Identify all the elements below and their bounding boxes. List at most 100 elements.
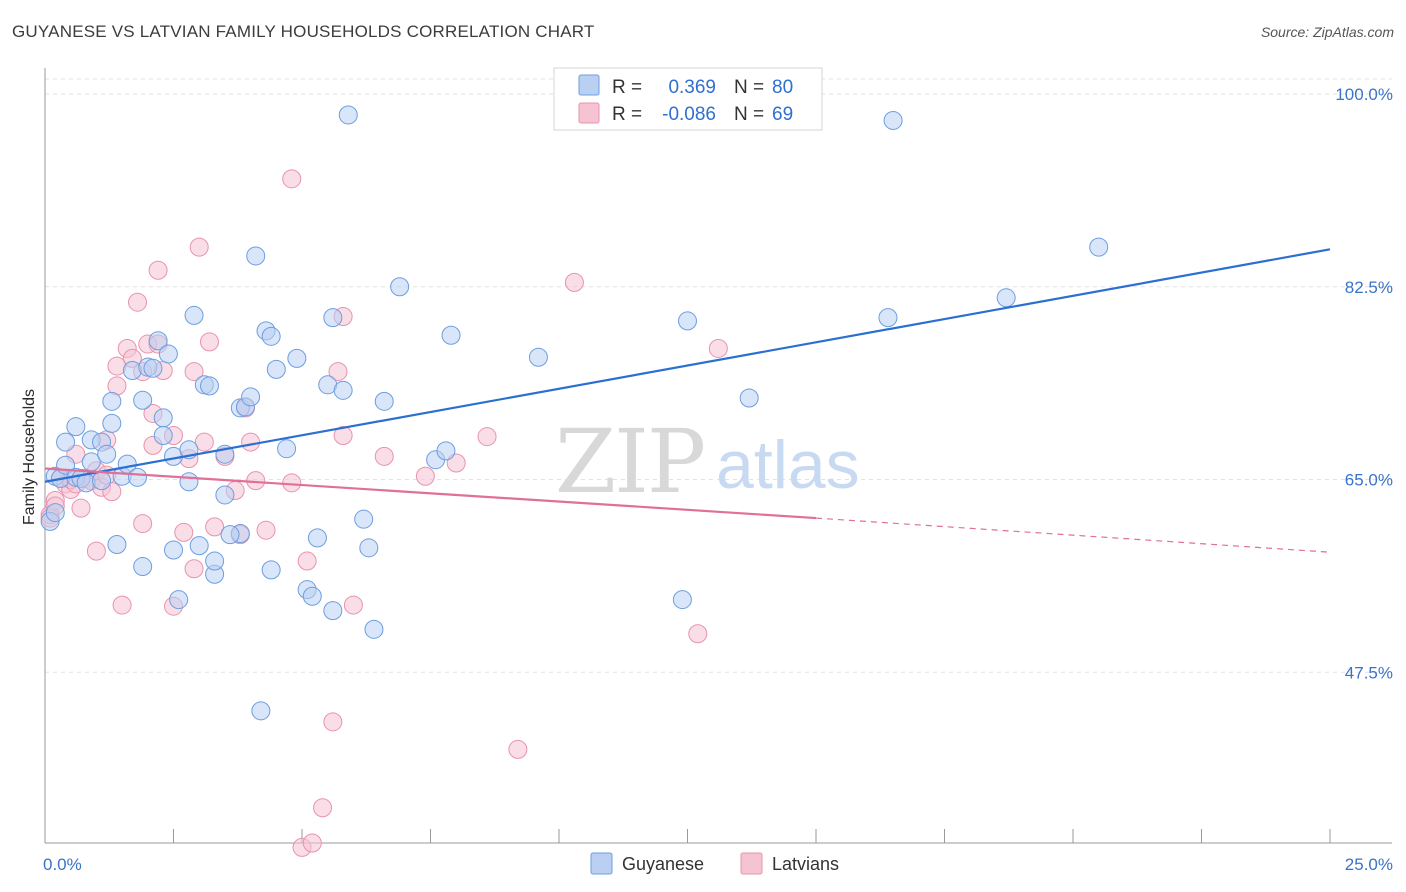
guyanese-point xyxy=(102,413,122,433)
guyanese-point xyxy=(189,536,209,556)
guyanese-point xyxy=(338,105,358,125)
guyanese-point xyxy=(102,391,122,411)
latvians-point xyxy=(323,712,343,732)
latvians-point xyxy=(112,595,132,615)
guyanese-point xyxy=(215,485,235,505)
guyanese-point xyxy=(158,344,178,364)
latvians-point xyxy=(302,833,322,853)
guyanese-point xyxy=(97,444,117,464)
latvians-point xyxy=(205,517,225,537)
trend-lines xyxy=(44,248,1331,553)
legend-n-label-1: N = xyxy=(734,77,764,98)
y-tick-label-0: 47.5% xyxy=(1345,663,1393,682)
guyanese-point xyxy=(241,387,261,407)
guyanese-point xyxy=(1089,237,1109,257)
bottom-legend-label-latvians: Latvians xyxy=(772,854,839,874)
guyanese-point xyxy=(107,535,127,555)
latvians-points xyxy=(40,169,728,857)
guyanese-point xyxy=(374,391,394,411)
latvians-point xyxy=(333,425,353,445)
guyanese-point xyxy=(528,347,548,367)
guyanese-point xyxy=(266,359,286,379)
latvians-point xyxy=(241,432,261,452)
top-legend: R = 0.369 N = 80 R = -0.086 N = 69 xyxy=(553,67,823,131)
latvians-point xyxy=(199,332,219,352)
guyanese-point xyxy=(133,390,153,410)
legend-r-value-1: 0.369 xyxy=(668,77,716,98)
guyanese-point xyxy=(205,551,225,571)
latvians-point xyxy=(343,595,363,615)
guyanese-point xyxy=(133,557,153,577)
latvians-point xyxy=(184,559,204,579)
guyanese-point xyxy=(169,590,189,610)
legend-swatch-guyanese xyxy=(578,74,600,96)
x-tick-labels: 0.0% 25.0% xyxy=(43,855,1393,874)
bottom-legend-swatch-guyanese xyxy=(590,852,613,875)
guyanese-point xyxy=(45,503,65,523)
watermark-zip: ZIP xyxy=(555,410,704,513)
latvians-point xyxy=(297,551,317,571)
guyanese-point xyxy=(333,380,353,400)
y-tick-label-3: 100.0% xyxy=(1335,85,1393,104)
legend-n-value-1: 80 xyxy=(772,77,793,98)
guyanese-point xyxy=(436,441,456,461)
bottom-legend: Guyanese Latvians xyxy=(590,852,839,875)
guyanese-point xyxy=(739,388,759,408)
latvians-point xyxy=(688,624,708,644)
latvians-point xyxy=(174,522,194,542)
guyanese-point xyxy=(66,417,86,437)
guyanese-point xyxy=(261,560,281,580)
legend-n-value-2: 69 xyxy=(772,104,793,125)
latvians-point xyxy=(477,427,497,447)
guyanese-point xyxy=(220,525,240,545)
latvians-point xyxy=(86,541,106,561)
legend-r-label-1: R = xyxy=(612,77,642,98)
guyanese-point xyxy=(323,308,343,328)
latvians-point xyxy=(148,260,168,280)
latvians-point xyxy=(71,498,91,518)
guyanese-point xyxy=(153,408,173,428)
y-tick-labels: 47.5% 65.0% 82.5% 100.0% xyxy=(1335,85,1393,682)
guyanese-point xyxy=(122,360,142,380)
guyanese-point xyxy=(179,472,199,492)
latvians-point xyxy=(508,739,528,759)
guyanese-point xyxy=(56,432,76,452)
guyanese-point xyxy=(323,601,343,621)
latvians-point xyxy=(282,473,302,493)
guyanese-point xyxy=(307,528,327,548)
guyanese-point xyxy=(199,376,219,396)
latvians-point xyxy=(374,446,394,466)
guyanese-point xyxy=(128,467,148,487)
legend-r-value-2: -0.086 xyxy=(662,104,716,125)
chart-title: GUYANESE VS LATVIAN FAMILY HOUSEHOLDS CO… xyxy=(12,22,595,41)
x-tick-label-0: 0.0% xyxy=(43,855,82,874)
latvians-point xyxy=(415,466,435,486)
latvians-point xyxy=(282,169,302,189)
guyanese-point xyxy=(164,540,183,560)
latvians-point xyxy=(194,432,214,452)
guyanese-point xyxy=(143,358,163,378)
y-tick-label-1: 65.0% xyxy=(1345,471,1393,490)
watermark-atlas: atlas xyxy=(716,427,860,503)
latvians-trend-line xyxy=(44,467,817,520)
guyanese-point xyxy=(246,246,266,266)
guyanese-point xyxy=(287,348,307,368)
guyanese-point xyxy=(441,325,461,345)
guyanese-point xyxy=(996,288,1016,308)
guyanese-point xyxy=(92,471,112,491)
guyanese-point xyxy=(364,619,384,639)
guyanese-points xyxy=(40,105,1109,721)
latvians-point xyxy=(184,362,204,382)
latvians-point xyxy=(328,362,348,382)
latvians-point xyxy=(708,338,728,358)
guyanese-point xyxy=(354,509,374,529)
y-tick-label-2: 82.5% xyxy=(1345,278,1393,297)
guyanese-point xyxy=(678,311,697,331)
x-tick-label-1: 25.0% xyxy=(1345,855,1393,874)
guyanese-point xyxy=(883,110,903,130)
bottom-legend-label-guyanese: Guyanese xyxy=(622,854,704,874)
guyanese-point xyxy=(390,277,410,297)
latvians-point xyxy=(564,272,584,292)
guyanese-point xyxy=(153,425,173,445)
